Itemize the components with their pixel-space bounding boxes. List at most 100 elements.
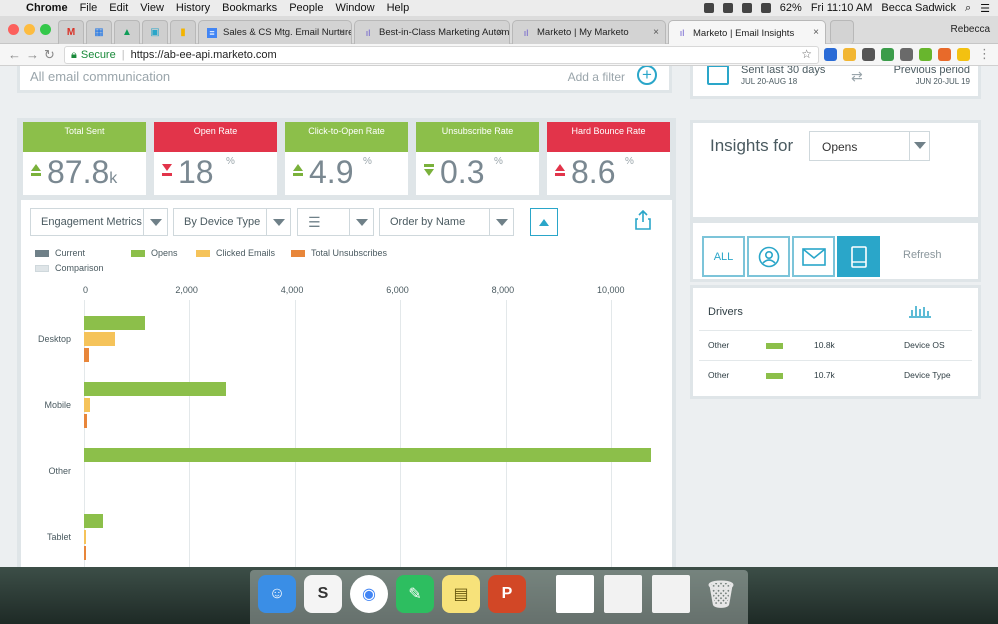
order-select[interactable]: Order by Name — [379, 208, 514, 236]
extension-icon[interactable] — [862, 48, 875, 61]
extension-icon[interactable] — [938, 48, 951, 61]
add-filter-icon[interactable]: + — [637, 66, 657, 85]
driver-row[interactable]: Other 10.8k Device OS — [708, 340, 978, 352]
pinned-tab-gmail[interactable]: M — [58, 20, 84, 44]
stickies-icon[interactable]: ▤ — [442, 575, 480, 613]
bar-total-unsubscribes[interactable] — [84, 546, 86, 560]
menu-dots-icon[interactable]: ⋮ — [978, 46, 991, 61]
metric-select-value: Engagement Metrics — [41, 216, 142, 228]
bar-clicked-emails[interactable] — [84, 530, 86, 544]
kpi-click-to-open-rate[interactable]: Click-to-Open Rate 4.9 % — [285, 122, 408, 195]
extension-icon[interactable] — [881, 48, 894, 61]
filter-device-button[interactable] — [837, 236, 880, 277]
chevron-down-icon — [489, 209, 513, 235]
menu-bookmarks[interactable]: Bookmarks — [222, 2, 278, 14]
pinned-tab-drive[interactable]: ▲ — [114, 20, 140, 44]
pinned-tab-analytics[interactable]: ▮ — [170, 20, 196, 44]
tab-sales-cs[interactable]: ≡ Sales & CS Mtg. Email Nurture × — [198, 20, 352, 44]
powerpoint-icon[interactable]: P — [488, 575, 526, 613]
driver-row[interactable]: Other 10.7k Device Type — [708, 370, 978, 382]
search-icon[interactable]: ⌕ — [964, 1, 972, 14]
bar-opens[interactable] — [84, 514, 104, 528]
menu-help[interactable]: Help — [386, 2, 410, 14]
group-select[interactable]: By Device Type — [173, 208, 291, 236]
bar-total-unsubscribes[interactable] — [84, 414, 87, 428]
kpi-unsubscribe-rate[interactable]: Unsubscribe Rate 0.3 % — [416, 122, 539, 195]
pinned-tab-app[interactable]: ▣ — [142, 20, 168, 44]
menu-history[interactable]: History — [175, 2, 211, 14]
kpi-hard-bounce-rate[interactable]: Hard Bounce Rate 8.6 % — [547, 122, 670, 195]
add-filter-label[interactable]: Add a filter — [567, 70, 625, 84]
menu-app-name[interactable]: Chrome — [26, 2, 68, 14]
new-tab-button[interactable] — [830, 20, 854, 44]
status-icon[interactable] — [722, 3, 733, 13]
status-icon[interactable] — [741, 3, 752, 13]
menu-window[interactable]: Window — [335, 2, 375, 14]
evernote-icon[interactable]: ✎ — [396, 575, 434, 613]
url-input[interactable]: 🔒︎ Secure | https://ab-ee-api.marketo.co… — [64, 46, 819, 64]
zoom-window-button[interactable] — [40, 24, 51, 35]
menu-edit[interactable]: Edit — [109, 2, 129, 14]
trend-down-icon — [424, 164, 434, 167]
reload-icon[interactable]: ↻ — [44, 47, 55, 62]
extension-icon[interactable] — [900, 48, 913, 61]
window-thumbnail-icon[interactable] — [604, 575, 642, 613]
trash-icon[interactable]: 🗑︎ — [704, 578, 738, 609]
refresh-button[interactable]: Refresh — [903, 249, 942, 261]
bookmark-star-icon[interactable]: ☆ — [801, 47, 812, 61]
battery-percent[interactable]: 62% — [779, 2, 802, 14]
pinned-tab-calendar[interactable]: ▦ — [86, 20, 112, 44]
filter-email-button[interactable] — [792, 236, 835, 277]
kpi-open-rate[interactable]: Open Rate 18 % — [154, 122, 277, 195]
wifi-icon[interactable] — [760, 3, 771, 13]
extension-icon[interactable] — [843, 48, 856, 61]
close-icon[interactable]: × — [497, 27, 503, 38]
filter-scope[interactable]: All email communication — [30, 69, 171, 84]
tab-email-insights[interactable]: ıl Marketo | Email Insights × — [668, 20, 826, 45]
window-thumbnail-icon[interactable] — [556, 575, 594, 613]
x-tick-label: 0 — [83, 285, 89, 295]
clock[interactable]: Fri 11:10 AM — [810, 2, 873, 14]
menu-file[interactable]: File — [79, 2, 98, 14]
metric-select[interactable]: Engagement Metrics — [30, 208, 168, 236]
tab-best-in-class[interactable]: ıl Best-in-Class Marketing Autom × — [354, 20, 510, 44]
close-icon[interactable]: × — [339, 27, 345, 38]
bar-clicked-emails[interactable] — [84, 332, 115, 346]
extension-icon[interactable] — [919, 48, 932, 61]
extension-icon[interactable] — [957, 48, 970, 61]
slack-icon[interactable]: S — [304, 575, 342, 613]
bar-opens[interactable] — [84, 382, 227, 396]
minimize-window-button[interactable] — [24, 24, 35, 35]
chrome-icon[interactable]: ◉ — [350, 575, 388, 613]
tab-my-marketo[interactable]: ıl Marketo | My Marketo × — [512, 20, 666, 44]
sort-ascending-button[interactable] — [530, 208, 558, 236]
filter-all-button[interactable]: ALL — [702, 236, 745, 277]
profile-name[interactable]: Rebecca — [950, 24, 990, 35]
insights-metric-select[interactable]: Opens — [809, 131, 930, 161]
share-icon[interactable] — [635, 210, 651, 230]
close-icon[interactable]: × — [813, 27, 819, 38]
period-selector[interactable]: Sent last 30 days JUL 20-AUG 18 ⇄ Previo… — [690, 66, 981, 99]
menu-people[interactable]: People — [289, 2, 324, 14]
back-icon[interactable]: ← — [8, 47, 21, 62]
bar-chart-icon[interactable] — [908, 304, 932, 318]
status-icon[interactable] — [703, 3, 714, 13]
swap-icon[interactable]: ⇄ — [851, 68, 863, 84]
finder-icon[interactable]: ☺ — [258, 575, 296, 613]
bar-clicked-emails[interactable] — [84, 398, 91, 412]
filter-people-button[interactable] — [747, 236, 790, 277]
window-thumbnail-icon[interactable] — [652, 575, 690, 613]
menu-view[interactable]: View — [140, 2, 164, 14]
close-icon[interactable]: × — [653, 27, 659, 38]
view-select[interactable]: ☰ — [297, 208, 374, 236]
bar-opens[interactable] — [84, 316, 145, 330]
bar-opens[interactable] — [84, 448, 651, 462]
kpi-total-sent[interactable]: Total Sent 87.8k — [23, 122, 146, 195]
close-window-button[interactable] — [8, 24, 19, 35]
user-name[interactable]: Becca Sadwick — [881, 2, 956, 14]
extension-icon[interactable] — [824, 48, 837, 61]
list-icon[interactable]: ☰ — [980, 2, 990, 15]
group-select-value: By Device Type — [184, 216, 261, 228]
forward-icon[interactable]: → — [26, 47, 39, 62]
bar-total-unsubscribes[interactable] — [84, 348, 90, 362]
